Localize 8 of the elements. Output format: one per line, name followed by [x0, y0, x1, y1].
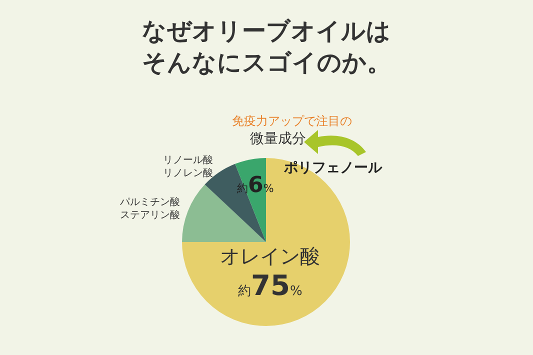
slice-label: オレイン酸 — [220, 244, 320, 268]
pie-slice — [204, 164, 266, 242]
text: 免疫力アップで注目の — [232, 114, 352, 128]
slice-label: パルミチン酸ステアリン酸 — [119, 196, 180, 221]
slice-label: 微量成分 — [250, 131, 306, 147]
data-label: 約75% — [238, 269, 302, 302]
slice-label: リノール酸リノレン酸 — [163, 154, 213, 179]
chart-title: なぜオリーブオイルはそんなにスゴイのか。 — [142, 17, 391, 76]
